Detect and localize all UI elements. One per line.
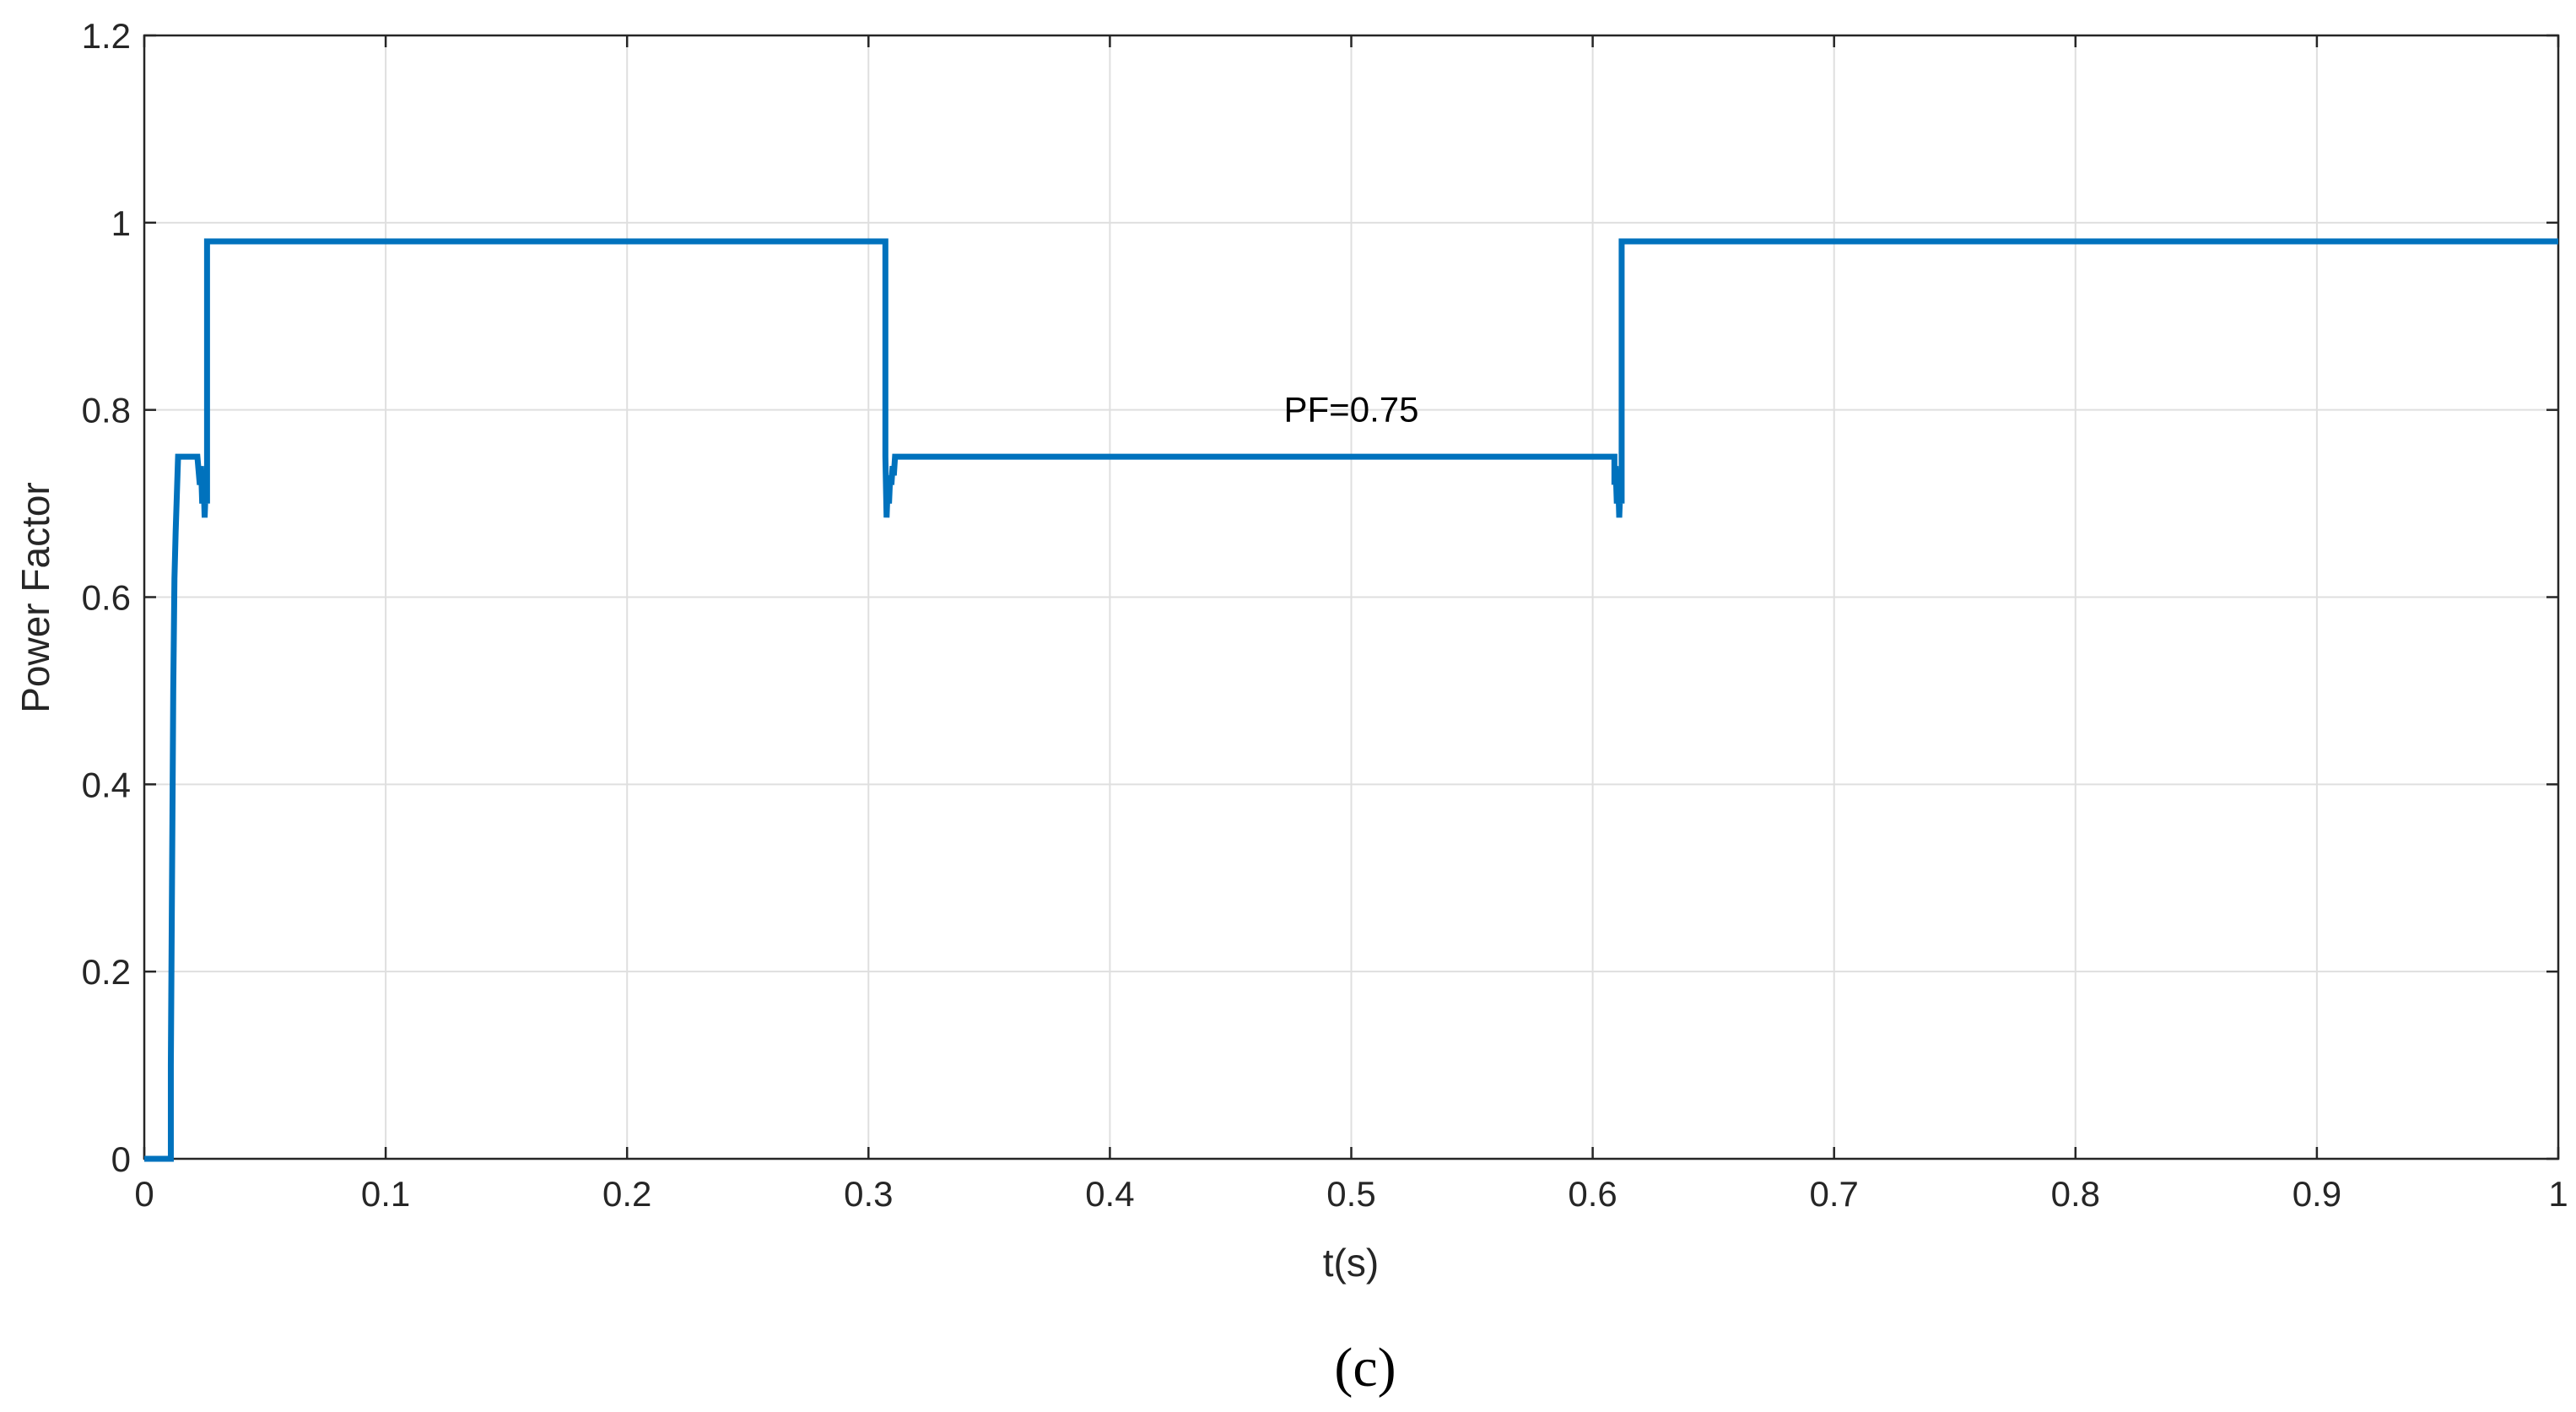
y-tick-label: 0.2 [82, 952, 131, 992]
x-tick-label: 0 [134, 1174, 154, 1214]
x-tick-label: 0.7 [1810, 1174, 1859, 1214]
x-tick-label: 0.2 [602, 1174, 651, 1214]
x-axis-ticks: 0 0.1 0.2 0.3 0.4 0.5 0.6 0.7 0.8 0.9 1 [134, 35, 2568, 1214]
series-layer [144, 238, 2558, 1162]
x-tick-label: 0.1 [361, 1174, 410, 1214]
power-factor-series-line [144, 238, 2558, 1162]
y-tick-label: 0.8 [82, 391, 131, 430]
x-tick-label: 0.3 [844, 1174, 893, 1214]
y-tick-label: 0 [111, 1139, 131, 1179]
y-tick-label: 0.4 [82, 765, 131, 804]
figure-caption: (c) [1334, 1337, 1396, 1398]
pf-annotation: PF=0.75 [1284, 390, 1419, 430]
x-axis-label: t(s) [1323, 1241, 1379, 1285]
y-tick-label: 0.6 [82, 578, 131, 618]
x-tick-label: 0.6 [1568, 1174, 1617, 1214]
y-tick-label: 1.2 [82, 16, 131, 56]
x-tick-label: 0.4 [1085, 1174, 1134, 1214]
grid-lines [143, 35, 2559, 1160]
x-tick-label: 0.9 [2292, 1174, 2341, 1214]
y-axis-ticks: 0 0.2 0.4 0.6 0.8 1 1.2 [82, 16, 2558, 1179]
x-tick-label: 1 [2548, 1174, 2568, 1214]
x-tick-label: 0.8 [2051, 1174, 2100, 1214]
x-tick-label: 0.5 [1326, 1174, 1375, 1214]
y-tick-label: 1 [111, 203, 131, 243]
y-axis-label: Power Factor [14, 482, 57, 713]
